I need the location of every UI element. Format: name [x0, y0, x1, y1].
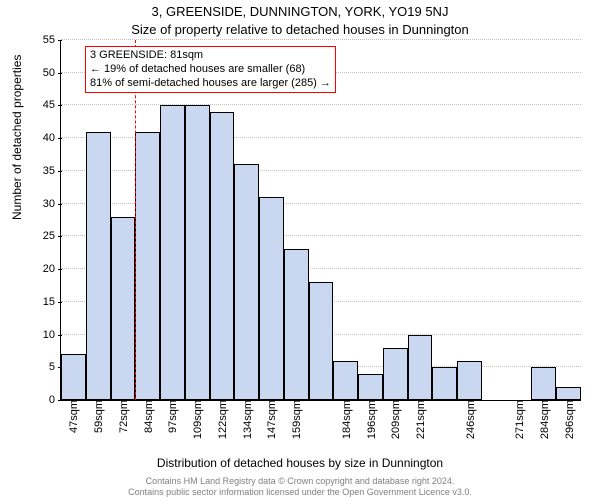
x-tick: 196sqm: [364, 400, 378, 439]
histogram-bar: [383, 348, 408, 400]
y-tick: 55: [43, 34, 61, 46]
histogram-bar: [185, 105, 210, 400]
histogram-bar: [160, 105, 185, 400]
x-tick: 209sqm: [388, 400, 402, 439]
x-tick: 147sqm: [264, 400, 278, 439]
annotation-line1: 3 GREENSIDE: 81sqm: [90, 49, 331, 63]
footer-line2: Contains public sector information licen…: [0, 487, 600, 498]
x-tick: 109sqm: [190, 400, 204, 439]
y-tick: 25: [43, 230, 61, 242]
histogram-bar: [556, 387, 581, 400]
x-tick: 72sqm: [116, 400, 130, 433]
histogram-bar: [61, 354, 86, 400]
x-tick: 246sqm: [463, 400, 477, 439]
histogram-bar: [408, 335, 433, 400]
histogram-bar: [135, 132, 160, 400]
chart-container: 3, GREENSIDE, DUNNINGTON, YORK, YO19 5NJ…: [0, 0, 600, 500]
histogram-bar: [333, 361, 358, 400]
annotation-line2: ← 19% of detached houses are smaller (68…: [90, 63, 331, 77]
histogram-bar: [210, 112, 235, 400]
y-tick: 10: [43, 329, 61, 341]
x-tick: 271sqm: [512, 400, 526, 439]
annotation-line3: 81% of semi-detached houses are larger (…: [90, 77, 331, 91]
x-tick: 296sqm: [562, 400, 576, 439]
y-tick: 30: [43, 198, 61, 210]
y-tick: 20: [43, 263, 61, 275]
x-tick: 134sqm: [240, 400, 254, 439]
y-tick: 0: [49, 394, 61, 406]
histogram-bar: [457, 361, 482, 400]
x-tick: 159sqm: [289, 400, 303, 439]
histogram-bar: [259, 197, 284, 400]
x-tick: 184sqm: [339, 400, 353, 439]
x-tick: 284sqm: [537, 400, 551, 439]
plot-area: 051015202530354045505547sqm59sqm72sqm84s…: [60, 40, 581, 401]
marker-line: [135, 40, 136, 400]
annotation-box: 3 GREENSIDE: 81sqm ← 19% of detached hou…: [85, 46, 336, 93]
y-tick: 15: [43, 296, 61, 308]
y-tick: 50: [43, 67, 61, 79]
y-axis-label: Number of detached properties: [10, 55, 24, 220]
histogram-bar: [531, 367, 556, 400]
chart-title-main: 3, GREENSIDE, DUNNINGTON, YORK, YO19 5NJ: [0, 4, 600, 19]
y-tick: 35: [43, 165, 61, 177]
y-tick: 45: [43, 99, 61, 111]
footer-line1: Contains HM Land Registry data © Crown c…: [0, 476, 600, 487]
histogram-bar: [111, 217, 136, 400]
histogram-bar: [432, 367, 457, 400]
histogram-bar: [358, 374, 383, 400]
chart-footer: Contains HM Land Registry data © Crown c…: [0, 476, 600, 498]
x-tick: 59sqm: [91, 400, 105, 433]
histogram-bar: [284, 249, 309, 400]
x-tick: 122sqm: [215, 400, 229, 439]
y-tick: 5: [49, 361, 61, 373]
x-tick: 84sqm: [141, 400, 155, 433]
gridline: [61, 104, 581, 105]
histogram-bar: [86, 132, 111, 400]
x-tick: 97sqm: [165, 400, 179, 433]
gridline: [61, 39, 581, 40]
histogram-bar: [309, 282, 334, 400]
y-tick: 40: [43, 132, 61, 144]
histogram-bar: [234, 164, 259, 400]
chart-title-sub: Size of property relative to detached ho…: [0, 22, 600, 37]
x-tick: 221sqm: [413, 400, 427, 439]
x-tick: 47sqm: [66, 400, 80, 433]
x-axis-label: Distribution of detached houses by size …: [0, 456, 600, 470]
